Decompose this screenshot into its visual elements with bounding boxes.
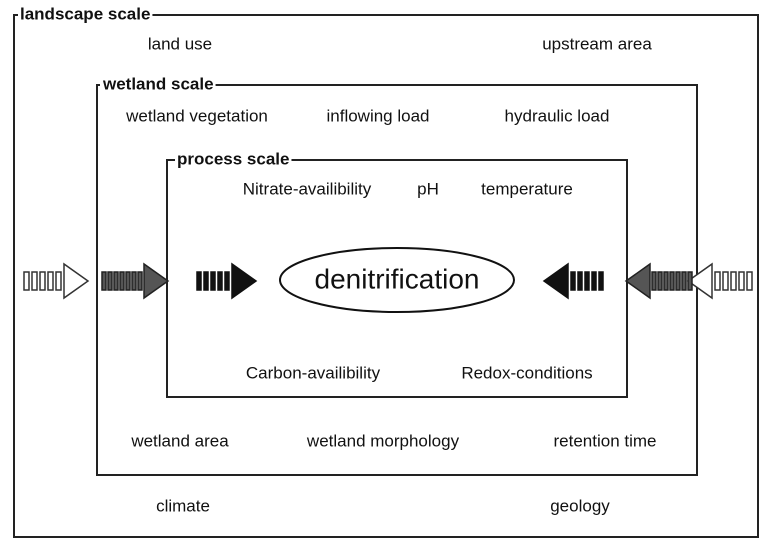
- center-ellipse: [279, 247, 515, 313]
- factor: wetland area: [130, 431, 229, 450]
- center-label: denitrification: [315, 263, 480, 294]
- arrow-part: [55, 271, 62, 291]
- arrow-part: [203, 271, 209, 291]
- landscape-box: [13, 14, 759, 538]
- arrow-part: [584, 271, 590, 291]
- title-gap: [175, 149, 292, 169]
- arrow-part: [714, 271, 721, 291]
- factor: Carbon-availibility: [246, 363, 381, 382]
- arrow-part: [577, 271, 583, 291]
- arrow-part: [196, 271, 202, 291]
- arrow-part: [746, 271, 753, 291]
- arrow-part: [31, 271, 38, 291]
- wetland-title: wetland scale: [102, 74, 214, 93]
- arrow-part: [231, 262, 258, 300]
- factor: temperature: [481, 179, 573, 198]
- process-box: [166, 159, 628, 398]
- arrow-part: [675, 271, 681, 291]
- arrow-part: [107, 271, 113, 291]
- factor: Nitrate-availibility: [243, 179, 372, 198]
- arrow-part: [143, 262, 170, 300]
- arrow-part: [687, 271, 693, 291]
- arrow-part: [669, 271, 675, 291]
- factor: land use: [148, 34, 212, 53]
- factor: wetland morphology: [306, 431, 460, 450]
- arrow-part: [651, 271, 657, 291]
- arrow-part: [570, 271, 576, 291]
- arrows: [23, 262, 753, 300]
- arrow-part: [217, 271, 223, 291]
- arrow-part: [63, 262, 90, 300]
- arrow-part: [598, 271, 604, 291]
- factor: pH: [417, 179, 439, 198]
- factor: wetland vegetation: [125, 106, 268, 125]
- arrow-part: [657, 271, 663, 291]
- arrow-part: [131, 271, 137, 291]
- landscape-title: landscape scale: [20, 4, 150, 23]
- arrow-part: [119, 271, 125, 291]
- arrow-part: [47, 271, 54, 291]
- factor: upstream area: [542, 34, 652, 53]
- arrow-part: [137, 271, 143, 291]
- factor: hydraulic load: [505, 106, 610, 125]
- arrow-part: [210, 271, 216, 291]
- arrow-part: [681, 271, 687, 291]
- arrow-part: [23, 271, 30, 291]
- factor: inflowing load: [326, 106, 429, 125]
- factor: geology: [550, 496, 610, 515]
- factor: retention time: [554, 431, 657, 450]
- arrow-part: [101, 271, 107, 291]
- arrow-part: [113, 271, 119, 291]
- arrow-part: [722, 271, 729, 291]
- arrow-part: [591, 271, 597, 291]
- arrow-part: [663, 271, 669, 291]
- factor: Redox-conditions: [461, 363, 592, 382]
- arrow-part: [39, 271, 46, 291]
- title-gap: [100, 74, 216, 94]
- title-gap: [18, 4, 153, 24]
- arrow-part: [686, 262, 713, 300]
- arrow-part: [125, 271, 131, 291]
- arrow-part: [542, 262, 569, 300]
- arrow-part: [224, 271, 230, 291]
- arrow-part: [730, 271, 737, 291]
- factor: climate: [156, 496, 210, 515]
- arrow-part: [624, 262, 651, 300]
- arrow-part: [738, 271, 745, 291]
- process-title: process scale: [177, 149, 289, 168]
